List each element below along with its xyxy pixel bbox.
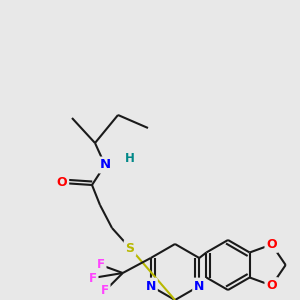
Text: F: F [101, 284, 109, 298]
Text: O: O [57, 176, 67, 190]
Text: O: O [266, 279, 277, 292]
Text: F: F [89, 272, 97, 284]
Text: S: S [125, 242, 134, 254]
Text: H: H [125, 152, 135, 164]
Text: F: F [97, 259, 105, 272]
Text: O: O [266, 238, 277, 251]
Text: N: N [146, 280, 156, 292]
Text: N: N [99, 158, 111, 172]
Text: N: N [194, 280, 204, 292]
